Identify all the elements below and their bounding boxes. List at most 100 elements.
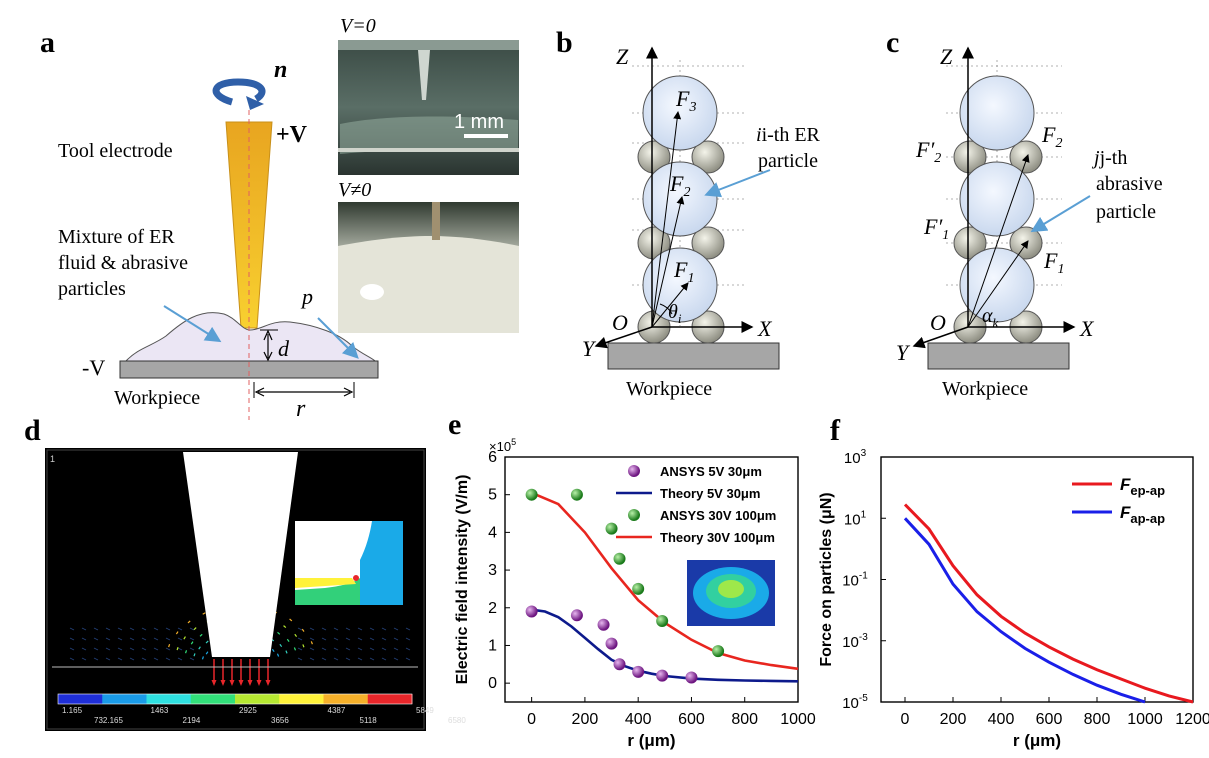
rotation-label: n bbox=[274, 57, 287, 83]
inset-field-blue bbox=[360, 521, 403, 605]
y-axis-b bbox=[594, 326, 653, 349]
field-vector-strong-head bbox=[256, 680, 262, 686]
field-vector-strong-head bbox=[238, 680, 244, 686]
photo2-mixture bbox=[338, 236, 519, 333]
force-label-f1p: F′1 bbox=[923, 214, 949, 243]
field-vector bbox=[129, 637, 135, 641]
field-vector bbox=[357, 657, 363, 661]
plot-frame bbox=[504, 456, 799, 703]
field-vector bbox=[297, 647, 303, 651]
field-vector bbox=[309, 637, 315, 641]
y-tick-label: 1 bbox=[488, 637, 497, 654]
x-tick-label: 600 bbox=[678, 711, 705, 728]
panel-c: c Workpiece Z X Y O F2 F′2 F′1 F1 αk jj-… bbox=[886, 26, 1163, 400]
axis-x-label-c: X bbox=[1079, 316, 1095, 341]
alpha-label: αk bbox=[982, 305, 999, 330]
mixture-label-1: Mixture of ER bbox=[58, 226, 175, 248]
legend-marker bbox=[628, 465, 640, 477]
legend-label: Theory 30V 100μm bbox=[660, 530, 775, 545]
field-vector bbox=[369, 647, 375, 651]
photo2-bubble bbox=[360, 284, 384, 300]
field-vectors bbox=[69, 610, 411, 686]
data-point bbox=[613, 658, 626, 671]
y-tick-base: 10 bbox=[844, 511, 861, 528]
x-axis-label: r (μm) bbox=[1013, 731, 1061, 750]
axis-y-label-c: Y bbox=[896, 340, 911, 365]
x-tick-label: 1000 bbox=[1127, 711, 1163, 728]
photo1-fixture bbox=[338, 40, 519, 50]
data-point bbox=[632, 582, 645, 595]
field-vector bbox=[321, 637, 327, 641]
field-vector-strong-head bbox=[247, 680, 253, 686]
field-vector bbox=[117, 637, 123, 641]
y-tick-label: 0 bbox=[488, 675, 497, 692]
data-point bbox=[656, 614, 669, 627]
force-label-f1-c: F1 bbox=[1043, 248, 1064, 277]
gap-label: d bbox=[278, 336, 290, 361]
er-particle bbox=[642, 247, 718, 323]
field-vector bbox=[165, 637, 171, 641]
gap-arrow-up bbox=[263, 329, 273, 341]
field-vector bbox=[189, 647, 195, 651]
colorbar-tick-top: 1.165 bbox=[62, 706, 83, 715]
radius-arrow-right bbox=[343, 387, 354, 397]
field-vector bbox=[165, 647, 171, 651]
y-tick-label: 2 bbox=[488, 600, 497, 617]
data-point bbox=[712, 645, 725, 658]
rotation-arrow bbox=[212, 78, 266, 106]
data-point bbox=[632, 665, 645, 678]
panel-label-f: f bbox=[830, 414, 841, 447]
photo1-surface bbox=[338, 148, 519, 152]
field-vector bbox=[69, 627, 75, 631]
workpiece-c bbox=[927, 342, 1070, 370]
x-tick-label: 1000 bbox=[780, 711, 816, 728]
gap-arrow-down bbox=[263, 351, 273, 362]
y-multiplier: ×105 bbox=[489, 437, 516, 454]
x-axis-label: r (μm) bbox=[627, 731, 675, 750]
field-vector bbox=[184, 650, 188, 654]
minus-v-label: -V bbox=[82, 355, 105, 380]
field-vector bbox=[117, 657, 123, 661]
field-vector bbox=[141, 637, 147, 641]
field-vector bbox=[345, 627, 351, 631]
axis-z-label-c: Z bbox=[940, 44, 953, 69]
y-tick-exp: 1 bbox=[861, 509, 867, 520]
field-vector bbox=[69, 647, 75, 651]
force-label-f2-c: F2 bbox=[1041, 122, 1062, 151]
legend-label-sub: ep-ap bbox=[1130, 483, 1165, 498]
colorbar-tick-bottom: 5118 bbox=[360, 716, 378, 725]
legend-label: Theory 5V 30μm bbox=[660, 486, 760, 501]
workpiece-b bbox=[607, 342, 780, 370]
field-vector bbox=[205, 640, 209, 644]
series-line bbox=[531, 608, 799, 683]
photo2-label: V≠0 bbox=[338, 179, 371, 201]
colorbar-tick-top: 2925 bbox=[239, 706, 257, 715]
field-vector bbox=[393, 647, 399, 651]
photo1-fluid bbox=[340, 116, 518, 154]
field-vector bbox=[205, 651, 209, 655]
photo2-tool bbox=[432, 202, 440, 240]
field-vector bbox=[276, 653, 280, 657]
plus-v-label: +V bbox=[276, 122, 308, 148]
field-vector bbox=[277, 631, 281, 635]
y-axis-label: Force on particles (μN) bbox=[818, 492, 835, 666]
workpiece-label-c: Workpiece bbox=[942, 378, 1028, 400]
field-vector bbox=[357, 647, 363, 651]
field-vector bbox=[177, 657, 183, 661]
field-vector bbox=[293, 647, 297, 651]
workpiece-label-a: Workpiece bbox=[114, 387, 200, 409]
field-vector-strong-head bbox=[265, 680, 271, 686]
x-tick-label: 200 bbox=[572, 711, 599, 728]
force-label-f3: F3 bbox=[675, 86, 696, 115]
y-tick-base: 10 bbox=[844, 450, 861, 467]
theta-label: θi bbox=[668, 301, 682, 326]
field-vector-strong-head bbox=[229, 680, 235, 686]
field-vector bbox=[81, 637, 87, 641]
y-tick-base: 10 bbox=[842, 634, 859, 651]
field-vector bbox=[141, 657, 147, 661]
legend-label-base: F bbox=[1120, 503, 1131, 522]
y-tick-exp: -1 bbox=[859, 571, 868, 582]
mixture-label-2: fluid & abrasive bbox=[58, 252, 188, 274]
field-vector bbox=[286, 638, 290, 642]
force-vector-f2 bbox=[651, 196, 685, 328]
